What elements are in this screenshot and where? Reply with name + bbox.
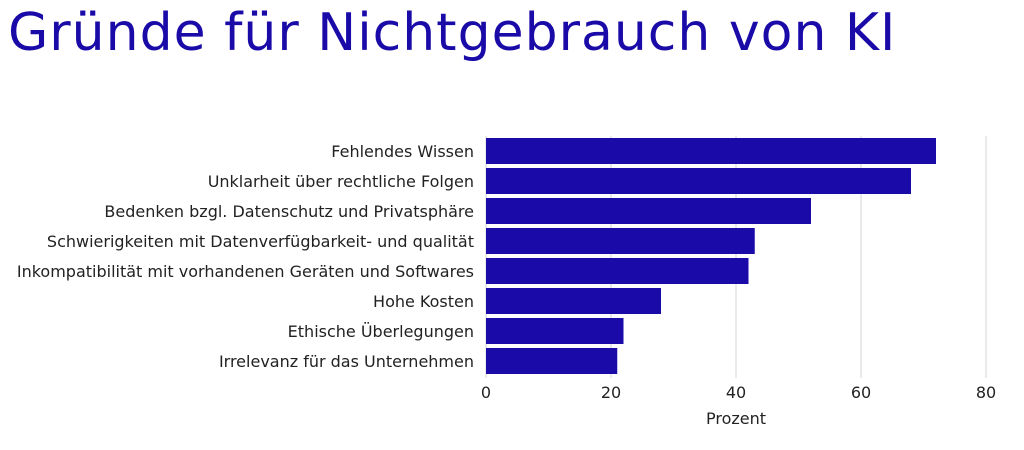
category-label: Inkompatibilität mit vorhandenen Geräten… [17,262,474,281]
category-label: Schwierigkeiten mit Datenverfügbarkeit- … [47,232,474,251]
bar [486,288,661,314]
x-tick-label: 20 [601,383,621,402]
bar [486,258,749,284]
x-axis-label: Prozent [706,409,766,428]
category-labels: Fehlendes Wissen Unklarheit über rechtlic… [17,142,474,371]
x-tick-label: 40 [726,383,746,402]
x-tick-label: 60 [851,383,871,402]
category-label: Unklarheit über rechtliche Folgen [208,172,474,191]
bar [486,168,911,194]
bars [486,138,936,374]
bar [486,198,811,224]
category-label: Fehlendes Wissen [331,142,474,161]
category-label: Bedenken bzgl. Datenschutz und Privatsph… [104,202,474,221]
bar [486,138,936,164]
bar [486,348,618,374]
x-tick-label: 0 [481,383,491,402]
category-label: Irrelevanz für das Unternehmen [219,352,474,371]
bar [486,318,624,344]
chart-title: Gründe für Nichtgebrauch von KI [8,3,897,63]
x-tick-label: 80 [976,383,996,402]
category-label: Ethische Überlegungen [288,322,474,341]
x-axis-ticks: 0 20 40 60 80 [481,383,996,402]
bar [486,228,755,254]
category-label: Hohe Kosten [373,292,474,311]
